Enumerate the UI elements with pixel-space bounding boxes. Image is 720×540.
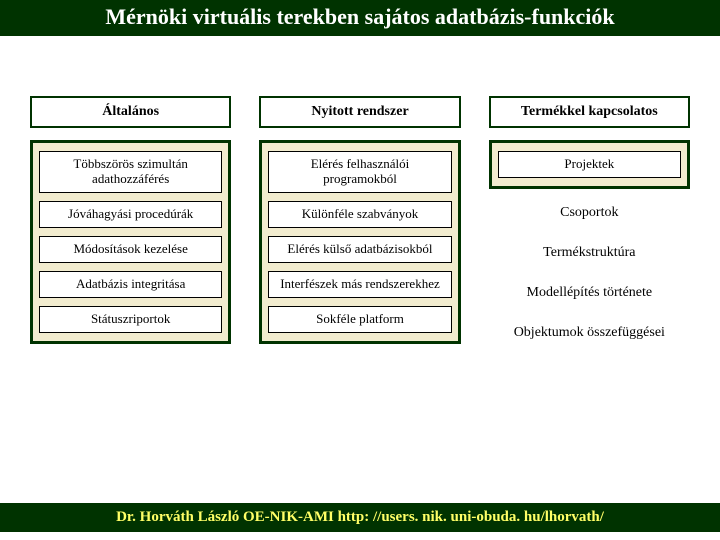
col2-group: Elérés felhasználói programokból Különfé… [259, 140, 460, 344]
col2-item: Különféle szabványok [268, 201, 451, 228]
col1-item: Többszörös szimultán adathozzáférés [39, 151, 222, 193]
footer-credits: Dr. Horváth László OE-NIK-AMI http: //us… [0, 503, 720, 532]
col2-item: Elérés felhasználói programokból [268, 151, 451, 193]
col1-group: Többszörös szimultán adathozzáférés Jóvá… [30, 140, 231, 344]
col1-header: Általános [30, 96, 231, 128]
slide-title: Mérnöki virtuális terekben sajátos adatb… [0, 0, 720, 36]
col1-item: Jóváhagyási procedúrák [39, 201, 222, 228]
col1-item: Adatbázis integritása [39, 271, 222, 298]
col1-item: Státuszriportok [39, 306, 222, 333]
col3-header: Termékkel kapcsolatos [489, 96, 690, 128]
columns-container: Általános Többszörös szimultán adathozzá… [0, 36, 720, 345]
col2-item: Elérés külső adatbázisokból [268, 236, 451, 263]
col3-plain-item: Objektumok összefüggései [489, 321, 690, 345]
col3-group: Projektek [489, 140, 690, 189]
col1-item: Módosítások kezelése [39, 236, 222, 263]
col3-plain-item: Csoportok [489, 201, 690, 225]
col2-item: Sokféle platform [268, 306, 451, 333]
column-open-system: Nyitott rendszer Elérés felhasználói pro… [259, 96, 460, 345]
column-product-related: Termékkel kapcsolatos Projektek Csoporto… [489, 96, 690, 345]
col3-plain-list: Csoportok Termékstruktúra Modellépítés t… [489, 201, 690, 345]
col3-plain-item: Modellépítés története [489, 281, 690, 305]
col3-item: Projektek [498, 151, 681, 178]
col2-header: Nyitott rendszer [259, 96, 460, 128]
col2-item: Interfészek más rendszerekhez [268, 271, 451, 298]
col3-plain-item: Termékstruktúra [489, 241, 690, 265]
column-general: Általános Többszörös szimultán adathozzá… [30, 96, 231, 345]
